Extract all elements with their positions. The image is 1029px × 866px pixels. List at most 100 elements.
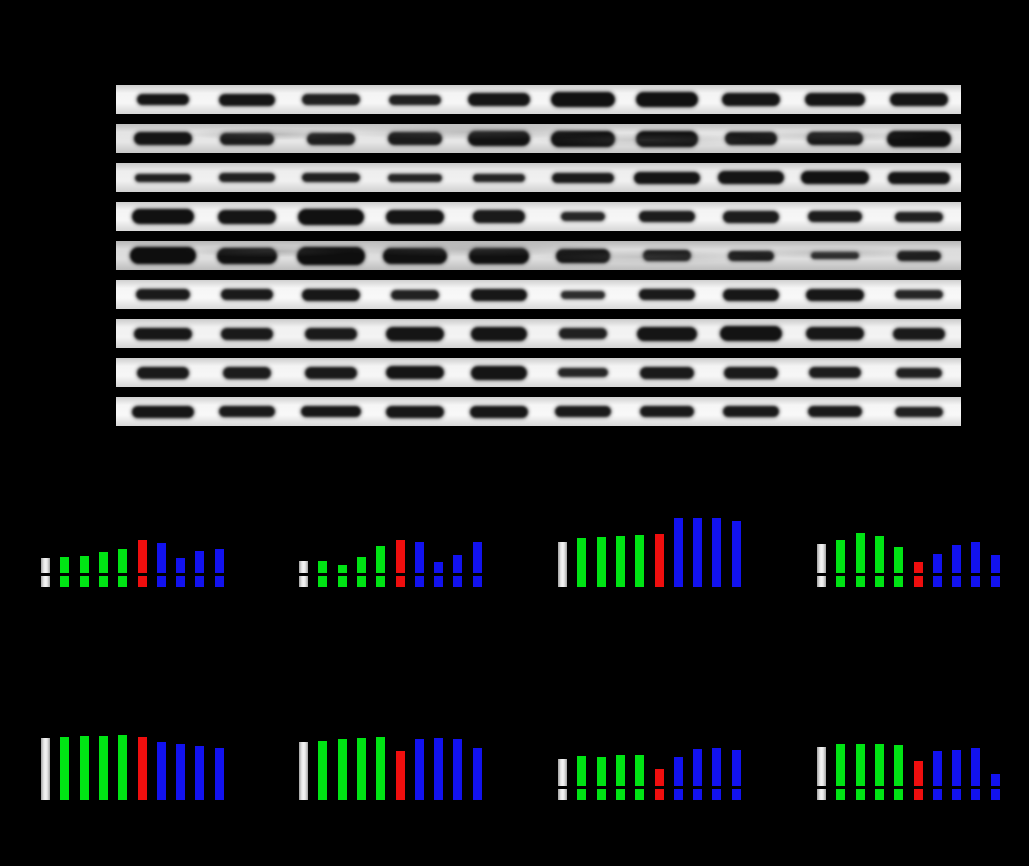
blot-band xyxy=(723,210,779,223)
blot-band xyxy=(388,132,442,145)
bar-green xyxy=(118,549,128,573)
blot-band xyxy=(636,130,698,147)
bar-green xyxy=(356,576,366,587)
blot-band xyxy=(470,405,528,418)
bar-blue xyxy=(731,750,741,786)
blot-strip-8 xyxy=(116,358,961,387)
blot-band xyxy=(893,327,945,340)
blot-band xyxy=(130,247,196,264)
bar-green xyxy=(79,736,89,800)
bar-blue xyxy=(693,518,703,587)
bar-white xyxy=(41,738,50,800)
bar-green xyxy=(836,789,846,800)
bar-blue xyxy=(414,576,424,587)
bar-blue xyxy=(414,739,424,800)
bar-blue xyxy=(156,742,166,800)
blot-band xyxy=(808,211,862,222)
blot-band xyxy=(640,366,694,379)
bar-blue xyxy=(932,554,942,573)
blot-band xyxy=(555,406,611,417)
bar-green xyxy=(855,744,865,786)
blot-band xyxy=(807,132,863,145)
blot-band xyxy=(469,247,529,264)
bar-green xyxy=(98,736,108,800)
bar-blue xyxy=(952,750,962,786)
blot-band xyxy=(896,367,942,378)
blot-band xyxy=(302,94,360,105)
bar-red xyxy=(654,534,664,587)
bar-green xyxy=(337,576,347,587)
blot-band xyxy=(806,327,864,340)
bar-white xyxy=(299,742,308,800)
blot-band xyxy=(473,210,525,223)
bar-white xyxy=(817,576,826,587)
bar-green xyxy=(874,744,884,786)
bar-blue xyxy=(434,576,444,587)
bar-blue xyxy=(932,576,942,587)
bar-white xyxy=(41,576,50,587)
blot-strip-3 xyxy=(116,163,961,192)
bar-blue xyxy=(176,558,186,573)
blot-strip-7 xyxy=(116,319,961,348)
bar-green xyxy=(855,576,865,587)
blot-band xyxy=(388,173,442,182)
bar-green xyxy=(577,756,587,786)
bar-green xyxy=(615,536,625,587)
bar-green xyxy=(894,745,904,786)
blot-band xyxy=(386,405,444,418)
blot-band xyxy=(895,211,943,222)
bar-blue xyxy=(195,746,205,800)
blot-band xyxy=(383,247,447,264)
bar-blue xyxy=(453,555,463,573)
blot-band xyxy=(639,211,695,222)
bar-white xyxy=(558,542,567,587)
blot-band xyxy=(471,288,527,301)
blot-band xyxy=(551,92,615,107)
bar-blue xyxy=(712,518,722,587)
blot-strip-6 xyxy=(116,280,961,309)
bar-blue xyxy=(214,748,224,800)
blot-band xyxy=(135,173,191,182)
bar-red xyxy=(913,789,923,800)
blot-strip-9 xyxy=(116,397,961,426)
bar-blue xyxy=(712,748,722,786)
bar-blue xyxy=(952,789,962,800)
bar-green xyxy=(635,535,645,587)
bar-blue xyxy=(673,518,683,587)
bar-blue xyxy=(453,576,463,587)
bar-green xyxy=(836,540,846,573)
blot-band xyxy=(888,171,950,184)
blot-band xyxy=(637,326,697,341)
bar-green xyxy=(60,737,70,800)
bar-blue xyxy=(693,749,703,786)
bar-blue xyxy=(472,576,482,587)
bar-green xyxy=(60,557,70,573)
blot-band xyxy=(221,327,273,340)
blot-band xyxy=(897,250,941,261)
bar-green xyxy=(98,576,108,587)
blot-band xyxy=(468,131,530,146)
blot-band xyxy=(471,365,527,380)
bar-blue xyxy=(214,576,224,587)
blot-band xyxy=(722,93,780,106)
bar-green xyxy=(337,565,347,573)
blot-band xyxy=(551,130,615,147)
bar-green xyxy=(635,789,645,800)
bar-white xyxy=(817,544,826,573)
blot-band xyxy=(895,406,943,417)
bar-blue xyxy=(693,789,703,800)
blot-band xyxy=(728,250,774,261)
blot-band xyxy=(302,288,360,301)
bar-blue xyxy=(990,576,1000,587)
blot-band xyxy=(471,326,527,341)
bar-green xyxy=(874,789,884,800)
blot-band xyxy=(307,132,355,145)
blot-band xyxy=(643,250,691,261)
blot-band xyxy=(552,172,614,183)
blot-band xyxy=(640,406,694,417)
bar-red xyxy=(137,540,147,573)
blot-band xyxy=(636,92,698,107)
bar-blue xyxy=(673,789,683,800)
